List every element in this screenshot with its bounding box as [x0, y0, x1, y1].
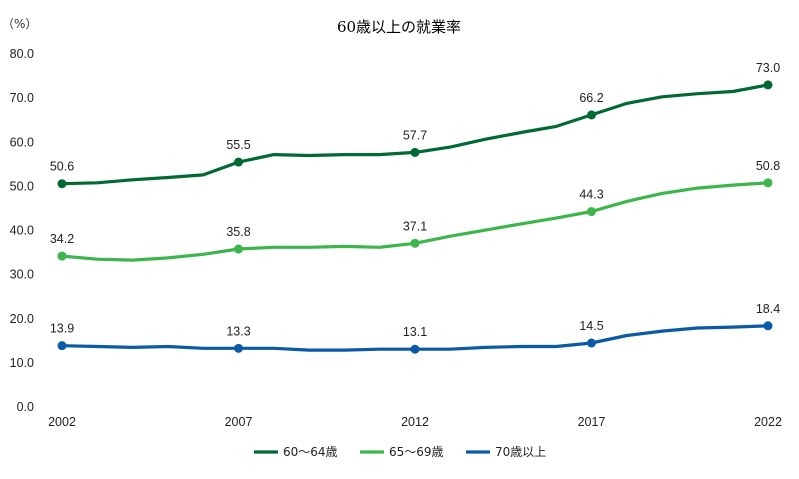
- y-tick-label: 60.0: [10, 135, 34, 149]
- legend-item: 70歳以上: [466, 445, 546, 459]
- legend-label: 60～64歳: [283, 445, 338, 459]
- y-axis-unit-label: （%）: [2, 17, 37, 31]
- data-label: 37.1: [403, 219, 427, 233]
- data-point-marker: [410, 238, 420, 248]
- data-label: 55.5: [226, 138, 250, 152]
- x-tick-label: 2017: [578, 415, 606, 429]
- legend: 60～64歳 65～69歳 70歳以上: [254, 445, 546, 459]
- x-axis: 2002 2007 2012 2017 2022: [48, 415, 782, 429]
- series-3: 13.9 13.3 13.1 14.5 18.4: [50, 302, 780, 354]
- data-label: 73.0: [756, 61, 780, 75]
- y-tick-label: 10.0: [10, 356, 34, 370]
- data-label: 44.3: [579, 188, 603, 202]
- y-tick-label: 80.0: [10, 47, 34, 61]
- legend-item: 65～69歳: [360, 445, 444, 459]
- data-label: 34.2: [50, 232, 74, 246]
- data-point-marker: [763, 321, 773, 331]
- y-tick-label: 0.0: [17, 400, 34, 414]
- y-axis: 0.0 10.0 20.0 30.0 40.0 50.0 60.0 70.0 80.0: [10, 47, 34, 414]
- x-tick-label: 2002: [48, 415, 76, 429]
- data-point-marker: [763, 80, 773, 90]
- series-layer: 50.6 55.5 57.7 66.2 73.0 34.2 35.8 37.1 44.3 50.8…: [50, 61, 780, 354]
- y-tick-label: 50.0: [10, 179, 34, 193]
- data-label: 13.9: [50, 322, 74, 336]
- data-point-marker: [410, 344, 420, 354]
- data-label: 13.3: [226, 324, 250, 338]
- y-tick-label: 30.0: [10, 268, 34, 282]
- legend-label: 70歳以上: [495, 445, 546, 459]
- data-point-marker: [234, 343, 243, 353]
- x-tick-label: 2022: [754, 415, 782, 429]
- y-tick-label: 20.0: [10, 312, 34, 326]
- data-label: 35.8: [226, 225, 250, 239]
- data-label: 18.4: [756, 302, 780, 316]
- chart-title: 60歳以上の就業率: [337, 18, 461, 36]
- data-point-marker: [763, 178, 773, 188]
- data-point-marker: [234, 157, 243, 167]
- data-point-marker: [587, 207, 596, 217]
- data-point-marker: [57, 341, 67, 351]
- legend-label: 65～69歳: [389, 445, 444, 459]
- y-tick-label: 70.0: [10, 91, 34, 105]
- x-tick-label: 2012: [401, 415, 429, 429]
- data-label: 13.1: [403, 325, 427, 339]
- data-point-marker: [410, 147, 420, 157]
- data-point-marker: [587, 110, 596, 120]
- data-label: 50.6: [50, 160, 74, 174]
- x-tick-label: 2007: [225, 415, 253, 429]
- data-label: 57.7: [403, 128, 427, 142]
- series-2: 34.2 35.8 37.1 44.3 50.8: [50, 159, 780, 262]
- data-label: 66.2: [579, 91, 603, 105]
- y-tick-label: 40.0: [10, 224, 34, 238]
- data-point-marker: [57, 251, 67, 261]
- data-label: 14.5: [579, 319, 603, 333]
- data-point-marker: [587, 338, 596, 348]
- series-1: 50.6 55.5 57.7 66.2 73.0: [50, 61, 780, 189]
- legend-item: 60～64歳: [254, 445, 338, 459]
- data-point-marker: [234, 244, 243, 254]
- data-point-marker: [57, 179, 67, 189]
- data-label: 50.8: [756, 159, 780, 173]
